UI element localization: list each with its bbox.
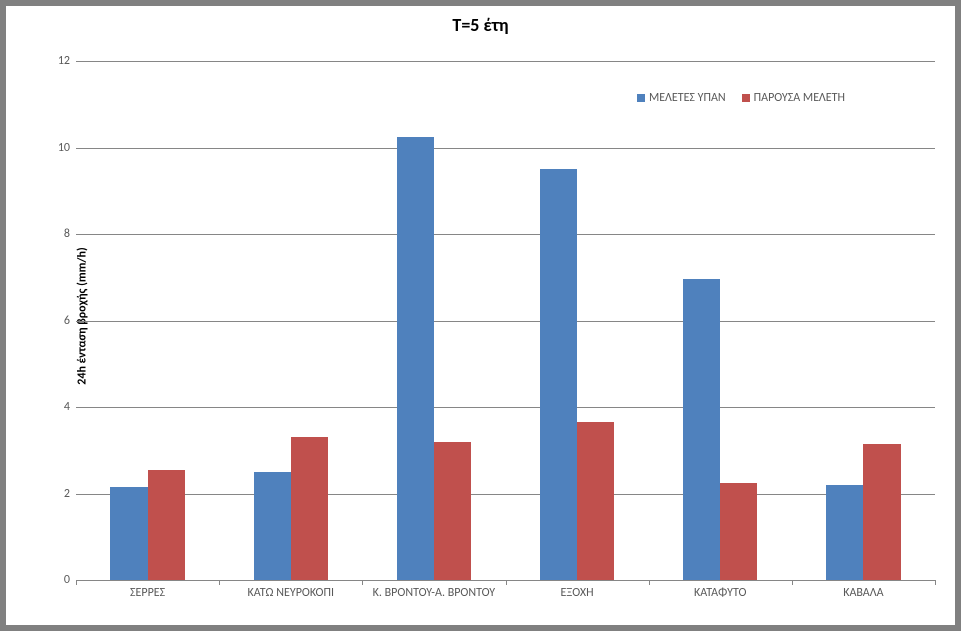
bar bbox=[434, 442, 471, 580]
x-tick-mark bbox=[935, 580, 936, 585]
legend-label: ΜΕΛΕΤΕΣ ΥΠΑΝ bbox=[649, 91, 726, 105]
y-tick-label: 12 bbox=[58, 54, 70, 68]
bar bbox=[720, 483, 757, 580]
x-tick-label: ΚΑΒΑΛΑ bbox=[843, 586, 883, 600]
x-tick-mark bbox=[649, 580, 650, 585]
x-tick-mark bbox=[76, 580, 77, 585]
x-tick-label: ΕΞΟΧΗ bbox=[561, 586, 594, 600]
x-tick-mark bbox=[219, 580, 220, 585]
plot-region: 024681012ΣΕΡΡΕΣΚΑΤΩ ΝΕΥΡΟΚΟΠΙΚ. ΒΡΟΝΤΟΥ-… bbox=[76, 61, 935, 580]
legend-item: ΠΑΡΟΥΣΑ ΜΕΛΕΤΗ bbox=[742, 91, 845, 105]
bar bbox=[110, 487, 147, 580]
bar bbox=[826, 485, 863, 580]
bar bbox=[540, 169, 577, 580]
gridline bbox=[76, 321, 935, 322]
legend-label: ΠΑΡΟΥΣΑ ΜΕΛΕΤΗ bbox=[754, 91, 845, 105]
legend: ΜΕΛΕΤΕΣ ΥΠΑΝ ΠΑΡΟΥΣΑ ΜΕΛΕΤΗ bbox=[637, 91, 845, 105]
bar bbox=[254, 472, 291, 580]
legend-item: ΜΕΛΕΤΕΣ ΥΠΑΝ bbox=[637, 91, 726, 105]
x-tick-mark bbox=[362, 580, 363, 585]
x-tick-label: Κ. ΒΡΟΝΤΟΥ-Α. ΒΡΟΝΤΟΥ bbox=[373, 586, 495, 600]
legend-swatch bbox=[637, 94, 645, 102]
y-tick-label: 4 bbox=[64, 400, 70, 414]
gridline bbox=[76, 61, 935, 62]
y-tick-label: 10 bbox=[58, 141, 70, 155]
y-tick-label: 6 bbox=[64, 314, 70, 328]
gridline bbox=[76, 494, 935, 495]
gridline bbox=[76, 148, 935, 149]
legend-swatch bbox=[742, 94, 750, 102]
chart-title: T=5 έτη bbox=[6, 14, 955, 36]
x-tick-label: ΚΑΤΩ ΝΕΥΡΟΚΟΠΙ bbox=[247, 586, 334, 600]
x-tick-label: ΣΕΡΡΕΣ bbox=[130, 586, 165, 600]
x-tick-mark bbox=[506, 580, 507, 585]
y-tick-label: 2 bbox=[64, 487, 70, 501]
x-tick-mark bbox=[792, 580, 793, 585]
chart-frame: T=5 έτη 24h ένταση βροχής (mm/h) 0246810… bbox=[0, 0, 961, 631]
bar bbox=[863, 444, 900, 580]
y-tick-label: 0 bbox=[64, 573, 70, 587]
bar bbox=[577, 422, 614, 580]
y-tick-label: 8 bbox=[64, 227, 70, 241]
bar bbox=[683, 279, 720, 580]
gridline bbox=[76, 407, 935, 408]
x-tick-label: ΚΑΤΑΦΥΤΟ bbox=[694, 586, 747, 600]
chart-area: T=5 έτη 24h ένταση βροχής (mm/h) 0246810… bbox=[6, 6, 955, 625]
bar bbox=[397, 137, 434, 580]
bar bbox=[148, 470, 185, 580]
gridline bbox=[76, 234, 935, 235]
bar bbox=[291, 437, 328, 580]
